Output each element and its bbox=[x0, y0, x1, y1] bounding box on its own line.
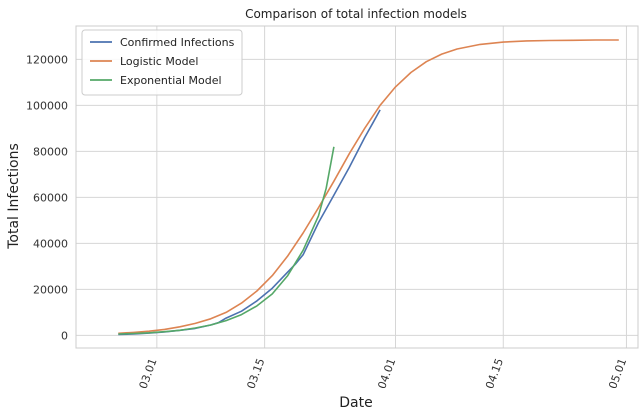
x-tick-label: 03.01 bbox=[137, 357, 160, 391]
x-tick-label: 04.01 bbox=[375, 357, 398, 391]
y-axis-ticks: 0 20000 40000 60000 80000 100000 120000 bbox=[26, 53, 68, 342]
y-tick-label: 60000 bbox=[33, 191, 68, 204]
legend-entry: Exponential Model bbox=[120, 74, 222, 87]
y-tick-label: 20000 bbox=[33, 283, 68, 296]
y-tick-label: 120000 bbox=[26, 53, 68, 66]
series-line-2 bbox=[118, 146, 335, 335]
series-line-0 bbox=[118, 109, 381, 336]
legend: Confirmed Infections Logistic Model Expone… bbox=[81, 29, 243, 96]
legend-entry: Logistic Model bbox=[120, 55, 198, 68]
y-tick-label: 0 bbox=[61, 329, 68, 342]
y-axis-label: Total Infections bbox=[6, 143, 22, 250]
series-lines bbox=[118, 39, 619, 336]
x-tick-label: 03.15 bbox=[244, 357, 267, 391]
plot-frame bbox=[75, 25, 639, 349]
chart-title: Comparison of total infection models bbox=[245, 7, 467, 21]
series-line-1 bbox=[118, 39, 619, 335]
x-tick-label: 05.01 bbox=[606, 357, 629, 391]
x-axis-label: Date bbox=[339, 395, 372, 411]
x-tick-label: 04.15 bbox=[483, 357, 506, 391]
x-axis-ticks: 03.01 03.15 04.01 04.15 05.01 bbox=[137, 357, 630, 391]
y-tick-label: 80000 bbox=[33, 145, 68, 158]
legend-box bbox=[81, 29, 243, 96]
legend-entry: Confirmed Infections bbox=[120, 36, 235, 49]
y-tick-label: 100000 bbox=[26, 99, 68, 112]
y-tick-label: 40000 bbox=[33, 237, 68, 250]
